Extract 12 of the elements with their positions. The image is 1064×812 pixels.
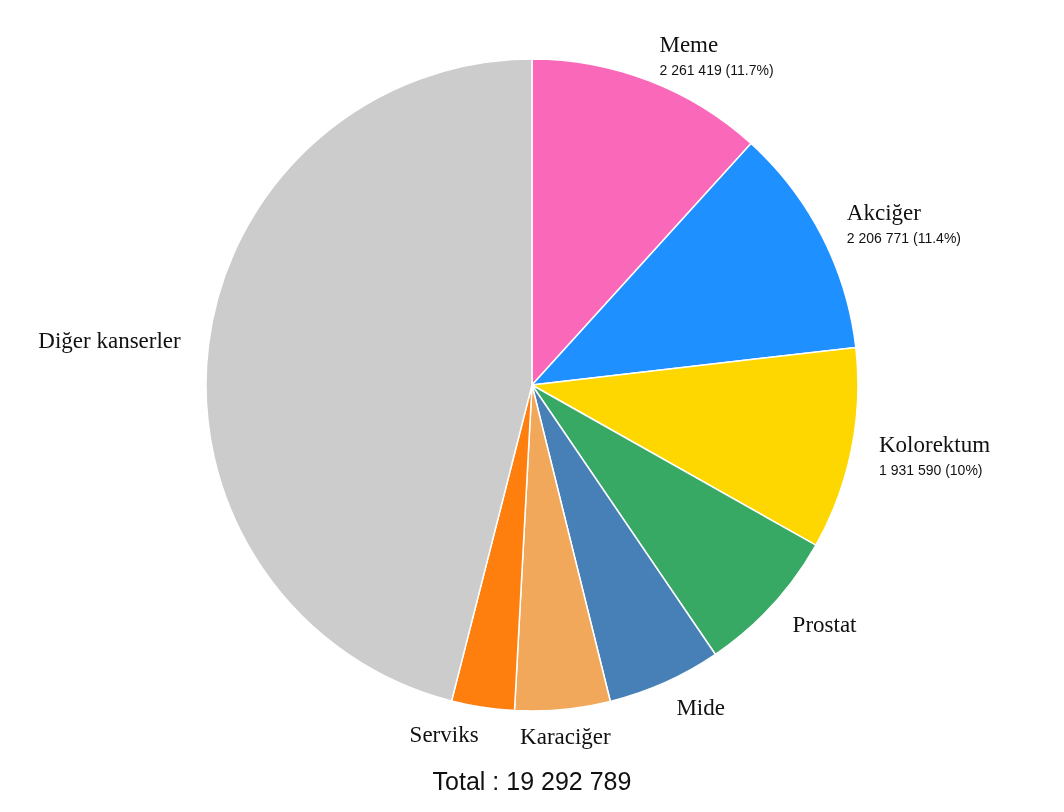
data-label: 2 206 771 (11.4%) (846, 230, 961, 247)
slice-label: Karaciğer (520, 724, 612, 750)
slice-label: Diğer kanserler (38, 328, 182, 354)
slice-label: Mide (676, 695, 725, 721)
slice-label: Meme (659, 31, 719, 57)
slice-label: Kolorektum (879, 432, 991, 458)
text: Total : 19 292 789 (432, 767, 632, 795)
slice-label: Prostat (792, 611, 858, 637)
data-label: 1 931 590 (10%) (879, 462, 983, 479)
slice-label: Akciğer (846, 200, 922, 226)
slice-label: Serviks (409, 721, 479, 747)
data-label: 2 261 419 (11.7%) (659, 61, 774, 78)
